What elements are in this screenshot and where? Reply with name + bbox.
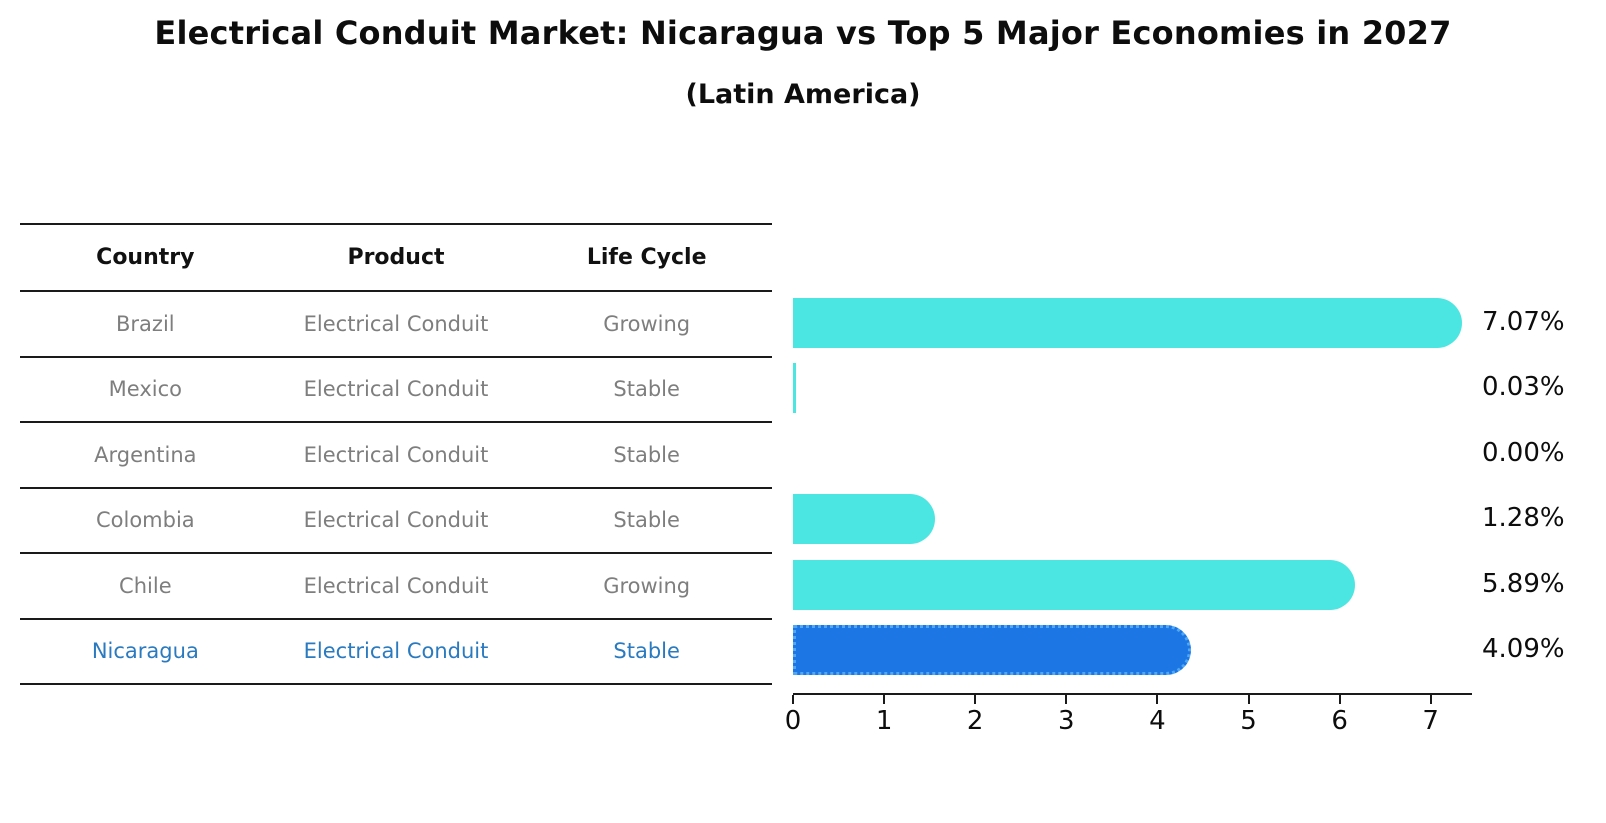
table-cell-country: Colombia	[95, 508, 195, 533]
bar-nicaragua	[793, 625, 1191, 676]
table-row: Colombia Electrical Conduit Stable	[20, 486, 772, 553]
table-cell-country: Mexico	[108, 377, 182, 402]
table-cell-life-cycle: Stable	[613, 508, 680, 533]
bar-value-label: 0.00%	[1482, 437, 1565, 468]
table-cell-life-cycle: Growing	[603, 311, 691, 336]
x-axis-tick-label: 2	[966, 706, 984, 736]
table-cell-product: Electrical Conduit	[303, 377, 489, 402]
table-cell-country: Chile	[119, 573, 172, 598]
table-header-row: Country Product Life Cycle	[20, 223, 772, 290]
table-body: Brazil Electrical Conduit Growing Mexico Ele…	[20, 290, 772, 683]
x-axis-tick-label: 3	[1058, 706, 1075, 736]
table-cell-life-cycle: Stable	[613, 639, 680, 664]
chart-title: Electrical Conduit Market: Nicaragua vs …	[154, 14, 1452, 52]
x-axis-tick-label: 1	[875, 706, 893, 736]
x-axis-tick-label: 6	[1331, 706, 1348, 736]
table-header-life-cycle: Life Cycle	[586, 245, 707, 270]
table-cell-country: Brazil	[116, 311, 175, 336]
chart-subtitle: (Latin America)	[685, 79, 921, 110]
x-axis-tick	[1247, 695, 1250, 704]
table-cell-country: Nicaragua	[91, 639, 199, 664]
table-header-product: Product	[347, 245, 445, 270]
x-axis-tick	[1065, 695, 1068, 704]
bar-value-label: 1.28%	[1482, 503, 1565, 534]
x-axis-tick	[792, 695, 794, 704]
bar-brazil	[793, 297, 1463, 348]
x-axis-tick	[1156, 695, 1159, 704]
bar-value-label: 5.89%	[1482, 568, 1565, 599]
table-cell-product: Electrical Conduit	[303, 573, 489, 598]
bar-mexico	[793, 363, 796, 414]
bar-colombia	[793, 494, 935, 545]
table-cell-life-cycle: Stable	[613, 442, 680, 467]
table-cell-product: Electrical Conduit	[303, 442, 489, 467]
table-cell-product: Electrical Conduit	[303, 311, 489, 336]
x-axis-tick-label: 7	[1422, 706, 1439, 736]
table-cell-life-cycle: Stable	[613, 377, 680, 402]
bar-value-label: 4.09%	[1482, 634, 1565, 665]
table-row: Mexico Electrical Conduit Stable	[20, 355, 772, 422]
x-axis-tick	[1338, 695, 1341, 704]
table-row: Brazil Electrical Conduit Growing	[20, 290, 772, 356]
bar-value-label: 0.03%	[1482, 372, 1565, 403]
x-axis-line	[793, 693, 1472, 695]
bar-chile	[793, 559, 1355, 610]
table-row: Chile Electrical Conduit Growing	[20, 552, 772, 618]
x-axis-tick-label: 4	[1149, 706, 1166, 736]
x-axis-tick	[974, 695, 977, 704]
table-cell-product: Electrical Conduit	[303, 508, 489, 533]
x-axis-tick-label: 5	[1240, 706, 1257, 736]
table-cell-product: Electrical Conduit	[303, 639, 489, 664]
table-row: Nicaragua Electrical Conduit Stable	[20, 617, 772, 684]
table-header-country: Country	[96, 245, 195, 270]
country-table: Country Product Life Cycle Brazil Electri…	[20, 223, 772, 685]
x-axis-tick	[883, 695, 886, 704]
bar-value-label: 7.07%	[1482, 306, 1565, 337]
table-cell-life-cycle: Growing	[603, 573, 691, 598]
table-row: Argentina Electrical Conduit Stable	[20, 421, 772, 487]
table-cell-country: Argentina	[94, 442, 197, 467]
x-axis-tick-label: 0	[784, 706, 802, 736]
x-axis-tick	[1429, 695, 1432, 704]
